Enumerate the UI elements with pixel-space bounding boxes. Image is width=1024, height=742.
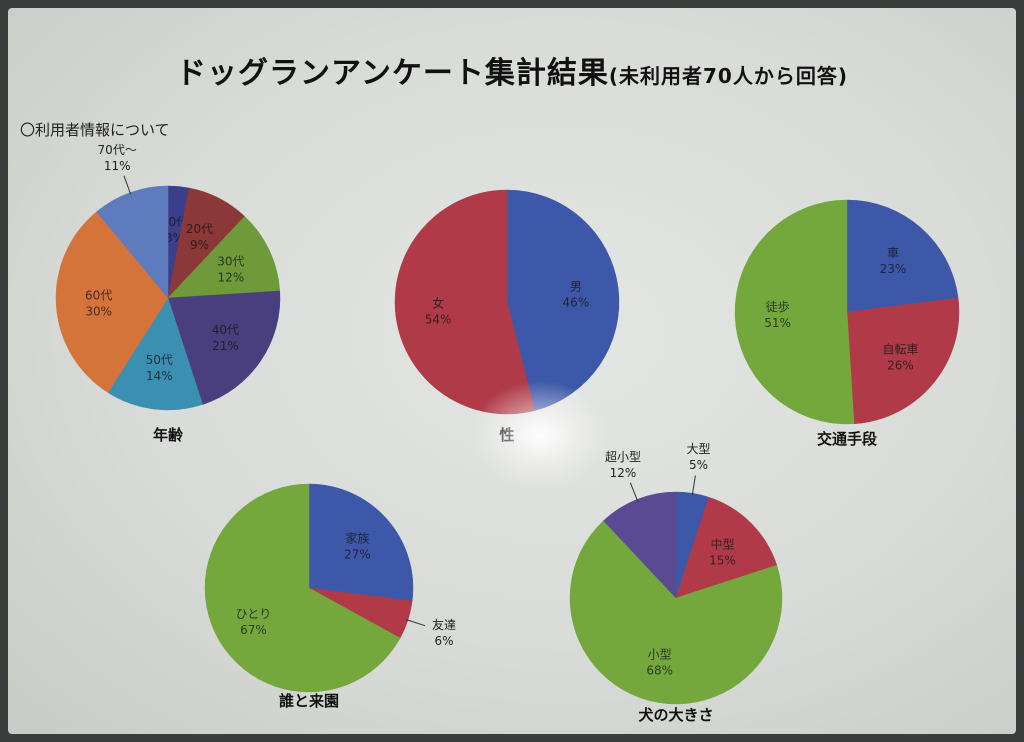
pie-chart-4: 家族 27% 友達 6% ひとり 67% 誰と来園 xyxy=(204,483,456,710)
leader-line xyxy=(629,482,639,502)
leader-line xyxy=(405,619,426,627)
slice-label: 中型 xyxy=(710,537,734,552)
slice-label: 超小型 xyxy=(605,449,641,464)
slice-label: 車 xyxy=(887,246,899,260)
slice-value: 12% xyxy=(610,466,637,480)
pie-title: 性 xyxy=(499,426,514,444)
title-main: ドッグランアンケート集計結果 xyxy=(176,56,609,91)
pie-title: 交通手段 xyxy=(817,430,877,448)
pie-chart-2: 男 46% 女 54% 性 xyxy=(394,189,620,444)
pie-slice-40代 xyxy=(167,290,281,405)
slice-label: 家族 xyxy=(345,530,369,545)
slice-label: ひとり xyxy=(236,607,272,621)
pie-slice-車 xyxy=(846,199,959,313)
slice-label: 小型 xyxy=(648,648,672,662)
pie-title: 誰と来園 xyxy=(279,692,339,710)
pie-chart-3: 車 23% 自転車 26% 徒歩 51% 交通手段 xyxy=(734,199,960,448)
slice-value: 26% xyxy=(887,358,914,372)
slice-label: 友達 xyxy=(432,618,456,632)
leader-line xyxy=(691,475,696,496)
pie-slice-中型 xyxy=(675,496,778,599)
slice-value: 51% xyxy=(764,316,791,330)
slice-label: 40代 xyxy=(212,323,239,337)
pie-slice-50代 xyxy=(107,297,203,411)
pie-title: 年齢 xyxy=(153,426,184,444)
slice-label: 20代 xyxy=(186,222,213,236)
pie-slice-徒歩 xyxy=(734,199,855,425)
leader-line xyxy=(123,175,132,195)
pie-chart-1: 10代3%20代9%30代12%40代21%50代14%60代30%70代〜11… xyxy=(55,143,281,444)
pie-slice-ひとり xyxy=(204,483,401,693)
title-subtitle: (未利用者70人から回答) xyxy=(608,64,848,88)
poster-title: ドッグランアンケート集計結果(未利用者70人から回答) xyxy=(0,48,1024,92)
pie-slice-60代 xyxy=(55,211,169,393)
slice-value: 30% xyxy=(85,304,112,318)
slice-value: 27% xyxy=(344,547,371,561)
slice-value: 46% xyxy=(563,295,590,309)
slice-label: 70代〜 xyxy=(98,143,137,157)
slice-value: 67% xyxy=(240,623,267,637)
slice-label: 自転車 xyxy=(882,342,918,356)
section-heading: 〇利用者情報について xyxy=(20,121,170,139)
slice-value: 15% xyxy=(709,554,736,568)
pie-slice-30代 xyxy=(167,216,281,299)
slice-label: 50代 xyxy=(146,353,173,367)
pie-slice-自転車 xyxy=(846,297,960,425)
slice-label: 大型 xyxy=(687,442,711,456)
pie-slice-小型 xyxy=(569,520,783,705)
pie-title: 犬の大きさ xyxy=(638,706,713,724)
slice-value: 14% xyxy=(146,369,173,383)
slice-value: 11% xyxy=(104,159,131,173)
slice-label: 徒歩 xyxy=(766,299,790,314)
slice-value: 5% xyxy=(689,458,708,472)
pie-slice-家族 xyxy=(308,483,414,602)
slice-label: 男 xyxy=(570,279,582,293)
slice-value: 21% xyxy=(212,339,239,353)
slice-value: 68% xyxy=(646,664,673,678)
slice-value: 12% xyxy=(217,270,244,284)
slice-value: 6% xyxy=(435,634,454,648)
slice-value: 23% xyxy=(880,262,907,276)
slice-value: 54% xyxy=(425,313,452,327)
pie-chart-5: 大型 5% 中型 15% 小型 68% 超小型 12% 犬の大きさ xyxy=(569,442,783,724)
slice-value: 9% xyxy=(190,238,209,252)
slice-label: 30代 xyxy=(217,254,244,268)
slice-label: 60代 xyxy=(85,288,112,302)
slice-label: 女 xyxy=(432,296,444,311)
